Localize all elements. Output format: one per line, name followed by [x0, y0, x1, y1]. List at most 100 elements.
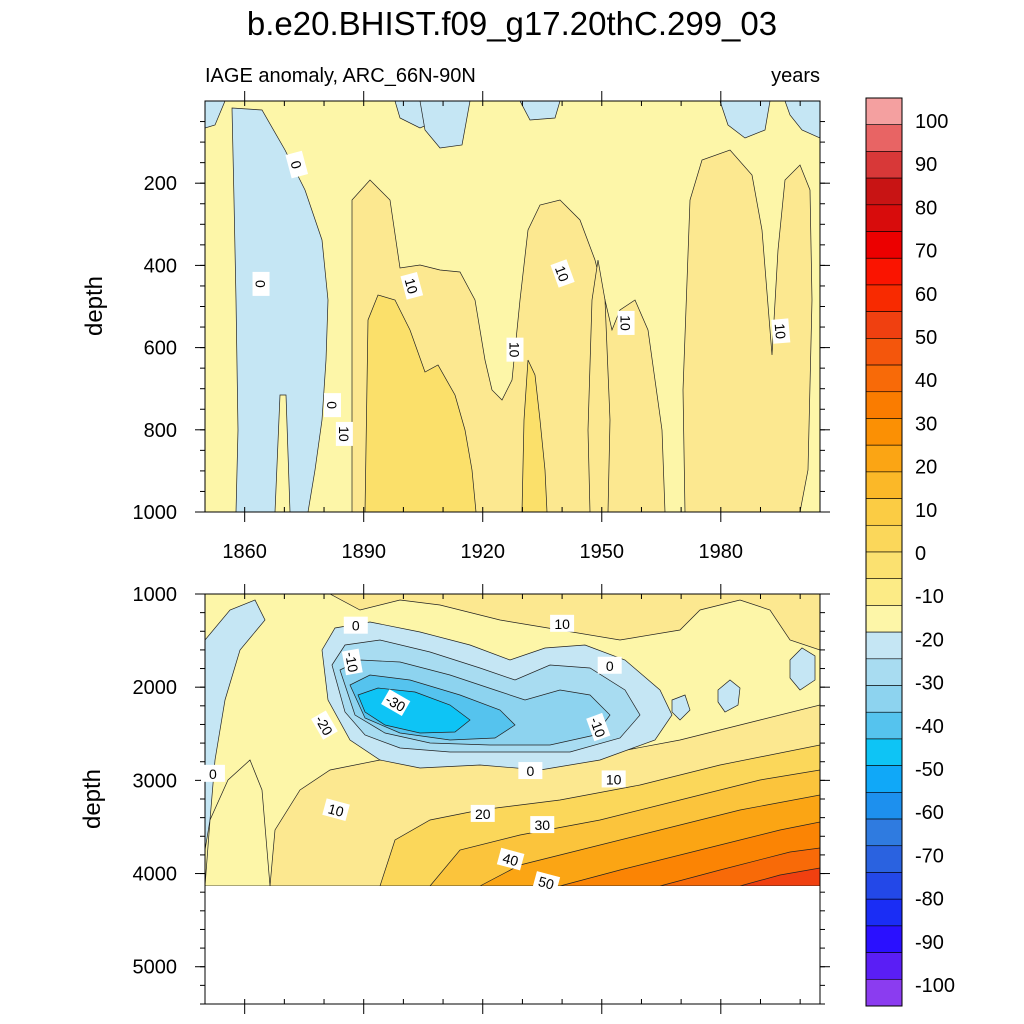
- chart-title: b.e20.BHIST.f09_g17.20thC.299_03: [247, 5, 777, 42]
- upper-field: [205, 101, 820, 512]
- colorbar-label: -90: [915, 932, 944, 954]
- lower-y-tick-label: 5000: [133, 957, 178, 979]
- colorbar-label: 10: [915, 500, 937, 522]
- colorbar-label: 100: [915, 111, 948, 133]
- lower-contour-label-text: 40: [501, 850, 520, 870]
- lower-y-tick-label: 1000: [133, 584, 178, 606]
- upper-band-20b: [521, 359, 548, 512]
- colorbar-label: -20: [915, 629, 944, 651]
- upper-contour-label-text: 10: [506, 342, 522, 358]
- colorbar-label: -70: [915, 845, 944, 867]
- colorbar-swatch: [865, 605, 903, 633]
- colorbar-swatch: [865, 658, 903, 686]
- upper-y-tick-label: 400: [144, 255, 177, 277]
- upper-contour-label: 10: [335, 421, 353, 446]
- upper-y-tick-label: 600: [144, 338, 177, 360]
- lower-no-data: [205, 886, 820, 1004]
- lower-field: [205, 594, 820, 1004]
- colorbar-label: 70: [915, 241, 937, 263]
- lower-contour-label: 10: [601, 770, 626, 788]
- lower-contour-label: 50: [532, 871, 561, 894]
- upper-contour-label-text: 10: [552, 264, 572, 284]
- lower-patch-b: [789, 647, 816, 691]
- colorbar-label: 60: [915, 284, 937, 306]
- lower-contour-label: -10: [586, 712, 611, 742]
- lower-contour-label-text: 30: [534, 817, 550, 833]
- lower-band-10-top: [329, 594, 820, 651]
- upper-contour-labels: 0 0 0 10 10 10 10 10 10: [252, 150, 791, 446]
- lower-contour-label-text: 10: [326, 800, 345, 820]
- upper-contour-label: 10: [400, 272, 424, 300]
- colorbar: -100-90-80-70-60-50-40-30-20-10010203040…: [865, 97, 955, 1007]
- lower-left-negative: [205, 599, 266, 851]
- lower-patch-a: [717, 679, 741, 713]
- colorbar-label: 40: [915, 370, 937, 392]
- upper-x-tick-label: 1950: [580, 541, 625, 563]
- colorbar-swatch: [865, 738, 903, 766]
- colorbar-label: -100: [915, 975, 955, 997]
- colorbar-frame: [865, 97, 903, 1007]
- upper-y-tick-label: 1000: [133, 502, 178, 524]
- lower-contour-label: 30: [530, 816, 555, 834]
- colorbar-swatch: [865, 978, 903, 1007]
- colorbar-swatch: [865, 471, 903, 499]
- lower-contour-label-text: 20: [475, 806, 491, 822]
- colorbar-swatch: [865, 551, 903, 580]
- colorbar-label: -30: [915, 673, 944, 695]
- colorbar-swatch: [865, 898, 903, 927]
- upper-contour-label-text: 10: [336, 426, 352, 442]
- colorbar-swatch: [865, 952, 903, 980]
- upper-contour-label: 10: [550, 259, 575, 288]
- lower-patch-c: [671, 694, 691, 721]
- colorbar-swatch: [865, 364, 903, 393]
- colorbar-swatch: [865, 391, 903, 419]
- upper-surface-patch-3: [519, 101, 561, 121]
- colorbar-swatch: [865, 872, 903, 900]
- colorbar-label: -80: [915, 889, 944, 911]
- upper-band-20a: [364, 294, 477, 512]
- lower-contour-label-text: -10: [342, 651, 361, 674]
- colorbar-swatch: [865, 257, 903, 286]
- lower-contour-label: 0: [200, 764, 225, 782]
- colorbar-label: -50: [915, 759, 944, 781]
- lower-contour-label: 0: [597, 656, 622, 674]
- colorbar-swatch: [865, 818, 903, 847]
- upper-contour-label-text: 10: [772, 323, 789, 340]
- lower-contour-label-text: 50: [537, 873, 556, 893]
- lower-contour-label: -30: [381, 689, 411, 716]
- upper-negative-band: [231, 107, 329, 512]
- upper-contour-label: 0: [323, 393, 341, 418]
- lower-contour-label-text: 10: [606, 771, 622, 787]
- upper-contour-label-text: 10: [402, 276, 422, 295]
- colorbar-swatch: [865, 578, 903, 606]
- chart-subtitle-left: IAGE anomaly, ARC_66N-90N: [205, 65, 476, 87]
- upper-contour-label: 0: [252, 271, 270, 296]
- chart-subtitle-right: years: [771, 65, 820, 87]
- colorbar-swatch: [865, 338, 903, 366]
- lower-y-tick-label: 4000: [133, 864, 178, 886]
- upper-x-tick-label: 1920: [460, 541, 505, 563]
- colorbar-swatch: [865, 524, 903, 553]
- colorbar-label: -60: [915, 802, 944, 824]
- colorbar-swatch: [865, 311, 903, 339]
- upper-contour-label-text: 0: [324, 401, 340, 409]
- upper-contour-label: 10: [506, 337, 524, 362]
- lower-contour-label: 40: [496, 847, 525, 871]
- upper-x-tick-label: 1890: [341, 541, 386, 563]
- colorbar-swatch: [865, 498, 903, 526]
- lower-contour-label: 10: [322, 798, 350, 822]
- colorbar-swatch: [865, 685, 903, 713]
- upper-contour-label: 0: [285, 150, 309, 179]
- colorbar-swatch: [865, 97, 903, 126]
- upper-surface-patch-5: [784, 101, 820, 139]
- colorbar-label: 50: [915, 327, 937, 349]
- upper-contour-label: 10: [771, 318, 791, 344]
- colorbar-label: 20: [915, 457, 937, 479]
- colorbar-swatch: [865, 284, 903, 312]
